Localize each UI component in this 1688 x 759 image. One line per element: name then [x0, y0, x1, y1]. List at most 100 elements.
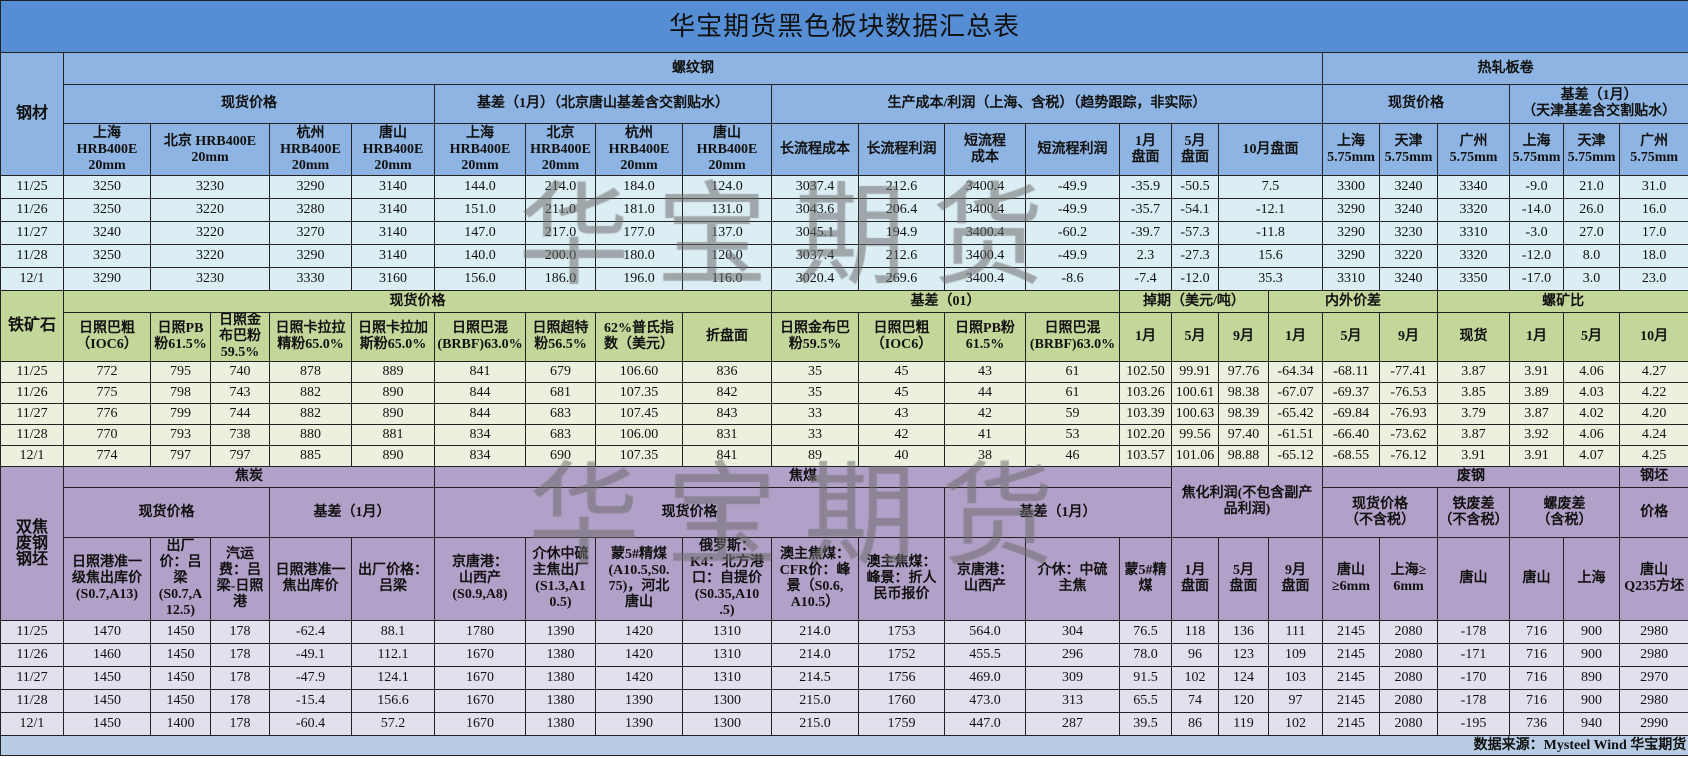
table-cell: 98.39	[1218, 403, 1269, 425]
column-header: 上海	[1563, 537, 1620, 621]
table-cell: 799	[150, 403, 211, 425]
table-row: 11/28 770 793 738 880 881 834 683 106.00 831 33 42 4…	[0, 424, 1688, 446]
table-cell: 690	[525, 445, 596, 467]
table-cell: 2145	[1322, 712, 1380, 736]
table-cell: 3310	[1322, 267, 1380, 291]
table-cell: 3.87	[1437, 424, 1510, 446]
table-cell: 744	[210, 403, 270, 425]
column-header: 日照金布巴 粉59.5%	[771, 312, 859, 362]
table-cell: 3240	[63, 221, 151, 245]
table-cell: 107.45	[595, 403, 683, 425]
table-cell: 2970	[1618, 666, 1688, 690]
table-cell: -67.07	[1268, 382, 1323, 404]
column-header: 日照PB 粉61.5%	[150, 312, 211, 362]
table-cell: 140.0	[434, 244, 526, 268]
table-cell: 16.0	[1618, 198, 1688, 222]
table-cell: 102	[1268, 712, 1323, 736]
column-header: 9月	[1218, 312, 1269, 362]
table-cell: 3270	[269, 221, 352, 245]
table-cell: 123	[1218, 643, 1269, 667]
table-cell: -57.3	[1171, 221, 1219, 245]
table-cell: 4.24	[1618, 424, 1688, 446]
subgroup-header: 螺废差 （含税）	[1509, 487, 1620, 538]
table-cell: 2080	[1379, 643, 1438, 667]
table-cell: 178	[210, 712, 270, 736]
table-cell: 86	[1171, 712, 1219, 736]
table-cell: -15.4	[269, 689, 352, 713]
column-header: 天津 5.75mm	[1379, 123, 1438, 176]
table-cell: 1450	[150, 643, 211, 667]
column-header: 唐山 HRB400E 20mm	[351, 123, 435, 176]
table-cell: 3250	[63, 244, 151, 268]
column-header: 出厂 价：吕 梁 (S0.7,A 12.5)	[150, 537, 211, 621]
group-header: 螺纹钢	[63, 52, 1323, 85]
table-cell: 107.35	[595, 445, 683, 467]
table-cell: -76.53	[1379, 382, 1438, 404]
table-cell: 770	[63, 424, 151, 446]
column-header: 日照港准一 焦出库价	[269, 537, 352, 621]
table-cell: -9.0	[1509, 175, 1564, 199]
table-cell: 45	[858, 382, 945, 404]
table-cell: 738	[210, 424, 270, 446]
table-cell: 15.6	[1218, 244, 1323, 268]
table-cell: 2145	[1322, 666, 1380, 690]
table-cell: 716	[1509, 689, 1564, 713]
table-cell: 212.6	[858, 175, 945, 199]
column-header: 长流程利润	[858, 123, 945, 176]
table-row: 11/25 3250 3230 3290 3140 144.0 214.0 184.0 124.…	[0, 175, 1688, 199]
table-cell: 3340	[1437, 175, 1510, 199]
table-cell: -3.0	[1509, 221, 1564, 245]
table-cell: 3140	[351, 221, 435, 245]
table-cell: -68.55	[1322, 445, 1380, 467]
table-cell: 3.79	[1437, 403, 1510, 425]
table-cell: -47.9	[269, 666, 352, 690]
subgroup-header: 现货价格	[63, 487, 270, 538]
table-cell: 1310	[682, 620, 772, 644]
table-cell: -54.1	[1171, 198, 1219, 222]
group-header: 基差（01）	[771, 290, 1120, 313]
table-cell: -171	[1437, 643, 1510, 667]
table-cell: 834	[434, 424, 526, 446]
table-cell: 844	[434, 382, 526, 404]
subgroup-header: 现货价格 （不含税）	[1322, 487, 1438, 538]
table-row: 11/26 1460 1450 178 -49.1 112.1 1670 1380 1420 13…	[0, 643, 1688, 667]
table-cell: 3037.4	[771, 244, 859, 268]
table-cell: -14.0	[1509, 198, 1564, 222]
table-cell: 2080	[1379, 620, 1438, 644]
table-cell: 455.5	[944, 643, 1026, 667]
table-cell: 296	[1025, 643, 1120, 667]
table-cell: 3400.4	[944, 221, 1026, 245]
table-cell: 40	[858, 445, 945, 467]
table-row: 12/1 1450 1400 178 -60.4 57.2 1670 1380 1390 1300…	[0, 712, 1688, 736]
row-date: 11/25	[0, 361, 64, 383]
table-cell: 41	[944, 424, 1026, 446]
column-header: 汽运 费：吕 梁-日照 港	[210, 537, 270, 621]
column-header: 日照巴混 (BRBF)63.0%	[1025, 312, 1120, 362]
table-cell: 900	[1563, 643, 1620, 667]
table-cell: 2.3	[1119, 244, 1172, 268]
table-cell: 120.0	[682, 244, 772, 268]
table-cell: -35.7	[1119, 198, 1172, 222]
table-cell: 3.89	[1509, 382, 1564, 404]
table-cell: -49.9	[1025, 198, 1120, 222]
table-cell: 834	[434, 445, 526, 467]
table-cell: -17.0	[1509, 267, 1564, 291]
table-cell: 736	[1509, 712, 1564, 736]
table-cell: 196.0	[595, 267, 683, 291]
table-cell: 53	[1025, 424, 1120, 446]
table-row: 铁矿石 现货价格 基差（01） 掉期（美元/吨） 内外价差 螺矿比	[0, 290, 1688, 362]
column-header: 日照港准一 级焦出库价 (S0.7,A13)	[63, 537, 151, 621]
table-cell: 3160	[351, 267, 435, 291]
table-cell: 4.02	[1563, 403, 1620, 425]
column-header: 广州 5.75mm	[1618, 123, 1688, 176]
table-cell: 124	[1218, 666, 1269, 690]
table-cell: 26.0	[1563, 198, 1620, 222]
table-cell: 35.3	[1218, 267, 1323, 291]
table-cell: 118	[1171, 620, 1219, 644]
table-cell: 120	[1218, 689, 1269, 713]
table-row: 11/26 3250 3220 3280 3140 151.0 211.0 181.0 131.…	[0, 198, 1688, 222]
row-date: 11/25	[0, 175, 64, 199]
column-header: 澳主焦煤： 峰景：折人 民币报价	[858, 537, 945, 621]
table-cell: 4.06	[1563, 361, 1620, 383]
table-cell: 17.0	[1618, 221, 1688, 245]
